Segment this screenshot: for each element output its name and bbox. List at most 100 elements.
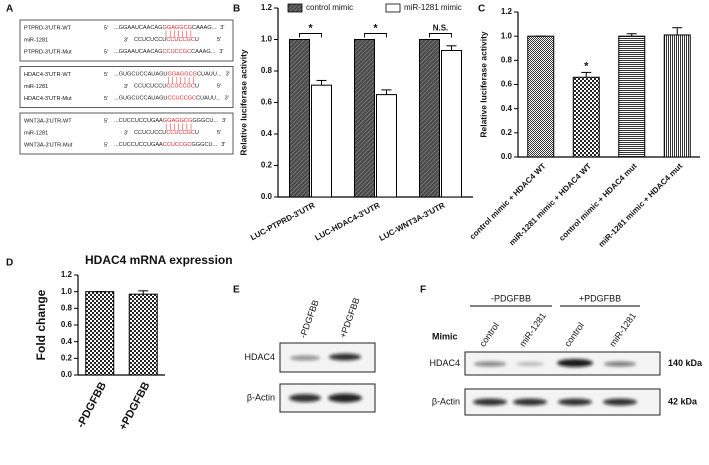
significance-label: N.S. xyxy=(433,24,449,33)
legend-swatch xyxy=(287,3,303,13)
row-label: HDAC4 xyxy=(429,358,460,368)
blot-band xyxy=(329,353,361,361)
sequence-part: CCUCCGC xyxy=(166,130,195,136)
column-label: control xyxy=(562,321,586,349)
sequence: ...CUCCUCCUGAACCUCCGCGGGCU... 3' xyxy=(114,142,225,148)
legend-label: miR-1281 mimic xyxy=(404,3,462,12)
prime-end: 3' xyxy=(225,96,229,102)
x-tick-label: miR-1281 mimic + HDAC4 mut xyxy=(597,161,685,249)
sequence-part: CCUCCGC xyxy=(166,84,195,90)
significance-label: * xyxy=(373,22,378,34)
prime-end: 3' xyxy=(220,25,224,31)
prime-end: 3' xyxy=(124,130,128,136)
blot-band xyxy=(516,362,544,366)
sequence-part: CAAAG... xyxy=(192,25,217,31)
sequence-box xyxy=(19,112,234,155)
sequence-part: CCUCCGC xyxy=(163,49,192,55)
sequence: ...CUCCUCCUGAAGGAGGCGGGGCU... 3' xyxy=(114,118,226,124)
significance-bracket xyxy=(429,33,452,38)
sequence-label: WNT3A-3'UTR-WT xyxy=(24,118,72,124)
sequence-label: PTPRD-3'UTR-Mut xyxy=(24,49,72,55)
y-tick-label: 0.0 xyxy=(261,192,273,201)
sequence-part: CUAUU... xyxy=(196,96,221,102)
group-label: +PDGFBB xyxy=(579,293,621,303)
size-label: 140 kDa xyxy=(668,358,703,368)
y-tick-label: 0.0 xyxy=(61,370,73,379)
sequence-part: ...GUGCUCCAUAGU xyxy=(114,96,167,102)
sequence-part: CCUCUCCU xyxy=(134,37,166,43)
sequence-label: miR-1281 xyxy=(24,37,48,43)
bar xyxy=(354,39,375,198)
panel-label: D xyxy=(6,258,13,269)
sequence-part: GGAGGCG xyxy=(163,118,193,124)
bar xyxy=(618,35,646,158)
y-tick-label: 0.6 xyxy=(501,80,513,89)
size-label: 42 kDa xyxy=(668,396,698,406)
sequence-part: GGAGGCG xyxy=(167,72,197,78)
sequence: ...GGAAUCAACAGCCUCCGCCAAAG... 3' xyxy=(114,49,224,55)
sequence-label: PTPRD-3'UTR-WT xyxy=(24,25,72,31)
bar xyxy=(128,293,158,376)
sequence-box xyxy=(19,19,234,62)
row-label: Mimic xyxy=(432,331,458,341)
error-bar xyxy=(316,79,327,86)
sequence-part: GGGCU... xyxy=(192,118,218,124)
x-tick-label: control mimic + HDAC4 WT xyxy=(468,161,548,241)
significance-bracket xyxy=(299,33,322,38)
blot-band xyxy=(328,393,362,403)
legend-label: control mimic xyxy=(306,3,353,12)
panel-label: F xyxy=(420,285,426,296)
panel-label: C xyxy=(478,4,485,15)
sequence-part: CAAAG... xyxy=(191,49,216,55)
prime-end: 3' xyxy=(124,84,128,90)
error-bar xyxy=(672,27,683,35)
y-axis-label: Relative luciferase activity xyxy=(478,31,488,138)
sequence: ...GUGCUCCAUAGUGGAGGCGCUAUU... 3' xyxy=(114,72,230,78)
blot-band xyxy=(603,398,637,406)
prime-end: 5' xyxy=(104,142,108,148)
prime-end: 5' xyxy=(104,49,108,55)
blot-band xyxy=(558,398,592,406)
prime-end: 5' xyxy=(104,72,108,78)
prime-end: 5' xyxy=(217,130,221,136)
column-label: -PDGFBB xyxy=(298,298,321,339)
y-tick-label: 0.2 xyxy=(261,161,273,170)
y-tick-label: 1.2 xyxy=(61,270,73,279)
column-label: miR-1281 xyxy=(517,311,548,349)
blot-band xyxy=(473,398,507,406)
x-tick-label: LUC-WNT3A-3'UTR xyxy=(378,201,447,243)
sequence-part: CCUCCGC xyxy=(166,37,195,43)
x-tick-label: LUC-HDAC4-3'UTR xyxy=(314,201,382,243)
bar xyxy=(85,291,115,376)
prime-end: 5' xyxy=(217,37,221,43)
y-tick-label: 0.2 xyxy=(501,128,513,137)
sequence-label: miR-1281 xyxy=(24,130,48,136)
y-tick-label: 0.0 xyxy=(501,152,513,161)
y-tick-label: 0.4 xyxy=(501,104,513,113)
significance-label: * xyxy=(308,22,313,34)
prime-end: 5' xyxy=(104,96,108,102)
y-tick-label: 0.6 xyxy=(61,320,73,329)
row-label: β-Actin xyxy=(432,396,460,406)
sequence-part: ...GUGCUCCAUAGU xyxy=(114,72,167,78)
blot-band xyxy=(557,359,593,367)
bar xyxy=(527,35,555,158)
x-tick-label: +PDGFBB xyxy=(117,380,152,432)
blot-band xyxy=(604,361,636,367)
prime-end: 5' xyxy=(217,84,221,90)
x-tick-label: -PDGFBB xyxy=(75,380,109,430)
bar xyxy=(663,34,691,158)
sequence-label: HDAC4-3'UTR-Mut xyxy=(24,96,72,102)
error-bar xyxy=(446,45,457,51)
error-bar xyxy=(138,290,149,295)
blot-band xyxy=(513,398,547,406)
legend-swatch xyxy=(385,3,401,13)
blot-band xyxy=(290,355,320,361)
bar xyxy=(289,39,310,198)
y-tick-label: 0.2 xyxy=(61,353,73,362)
y-tick-label: 0.8 xyxy=(261,66,273,75)
sequence-box xyxy=(19,66,234,108)
group-label: -PDGFBB xyxy=(491,293,531,303)
panel-label: E xyxy=(233,285,240,296)
error-bar xyxy=(381,89,392,95)
